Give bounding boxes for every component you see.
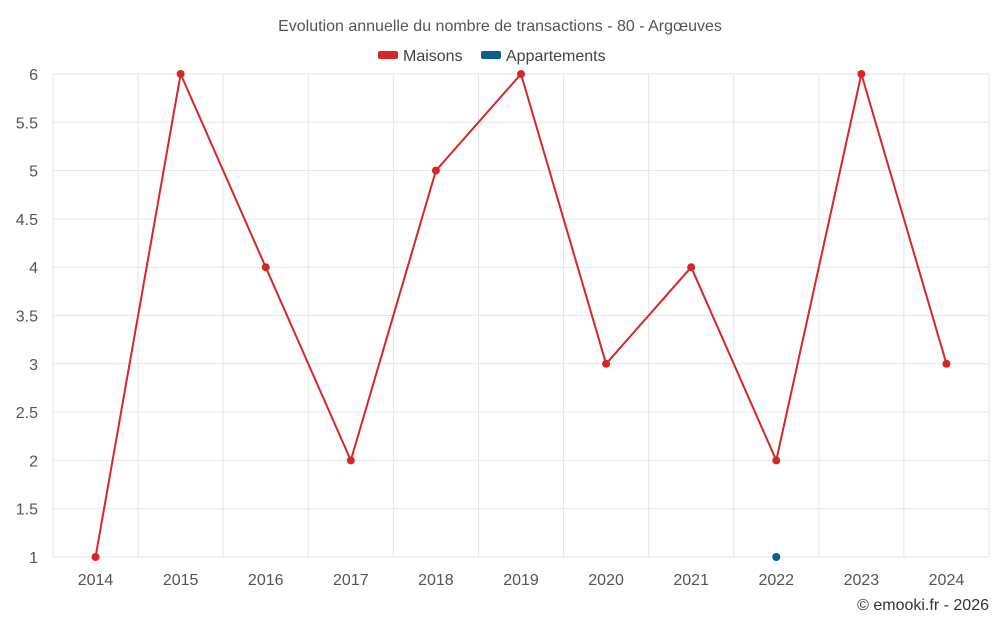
legend: Maisons Appartements xyxy=(378,48,606,65)
legend-label-appartements: Appartements xyxy=(506,48,606,65)
x-tick-label: 2017 xyxy=(333,572,369,589)
data-point-maisons[interactable] xyxy=(91,553,100,561)
y-tick-label: 4 xyxy=(29,260,38,277)
x-tick-label: 2019 xyxy=(503,572,539,589)
y-tick-label: 3.5 xyxy=(16,309,38,326)
credit-text: © emooki.fr - 2026 xyxy=(857,597,989,614)
grid xyxy=(52,73,990,558)
y-axis: 1 1.5 2 2.5 3 3.5 4 4.5 5 5.5 6 xyxy=(16,67,38,567)
y-tick-label: 4.5 xyxy=(16,212,38,229)
y-tick-label: 2 xyxy=(29,453,38,470)
legend-item-maisons[interactable]: Maisons xyxy=(378,48,463,65)
x-axis: 2014 2015 2016 2017 2018 2019 2020 2021 2022 2023… xyxy=(78,572,965,589)
data-point-maisons[interactable] xyxy=(942,359,951,368)
data-point-maisons[interactable] xyxy=(346,456,355,465)
series xyxy=(91,70,951,561)
y-tick-label: 5 xyxy=(29,164,38,181)
legend-swatch-appartements xyxy=(481,51,501,59)
x-tick-label: 2018 xyxy=(418,572,454,589)
legend-swatch-maisons xyxy=(378,51,398,59)
x-tick-label: 2022 xyxy=(758,572,794,589)
data-point-maisons[interactable] xyxy=(517,70,525,78)
data-point-appartements[interactable] xyxy=(772,553,781,561)
x-tick-label: 2024 xyxy=(929,572,965,589)
y-tick-label: 5.5 xyxy=(16,115,38,132)
x-tick-label: 2015 xyxy=(163,572,199,589)
x-tick-label: 2014 xyxy=(78,572,114,589)
data-point-maisons[interactable] xyxy=(602,359,611,368)
y-tick-label: 6 xyxy=(29,67,38,84)
y-tick-label: 3 xyxy=(29,357,38,374)
x-tick-label: 2021 xyxy=(673,572,709,589)
legend-label-maisons: Maisons xyxy=(403,48,463,65)
x-tick-label: 2023 xyxy=(844,572,880,589)
legend-item-appartements[interactable]: Appartements xyxy=(481,48,606,65)
y-tick-label: 2.5 xyxy=(16,405,38,422)
data-point-maisons[interactable] xyxy=(687,263,696,272)
y-tick-label: 1.5 xyxy=(16,502,38,519)
data-point-maisons[interactable] xyxy=(176,70,185,78)
data-point-maisons[interactable] xyxy=(431,166,440,175)
x-tick-label: 2020 xyxy=(588,572,624,589)
data-point-maisons[interactable] xyxy=(772,456,781,465)
x-tick-label: 2016 xyxy=(248,572,284,589)
data-point-maisons[interactable] xyxy=(857,70,866,78)
chart-title: Evolution annuelle du nombre de transact… xyxy=(278,18,722,35)
data-point-maisons[interactable] xyxy=(261,263,270,272)
y-tick-label: 1 xyxy=(29,550,38,567)
